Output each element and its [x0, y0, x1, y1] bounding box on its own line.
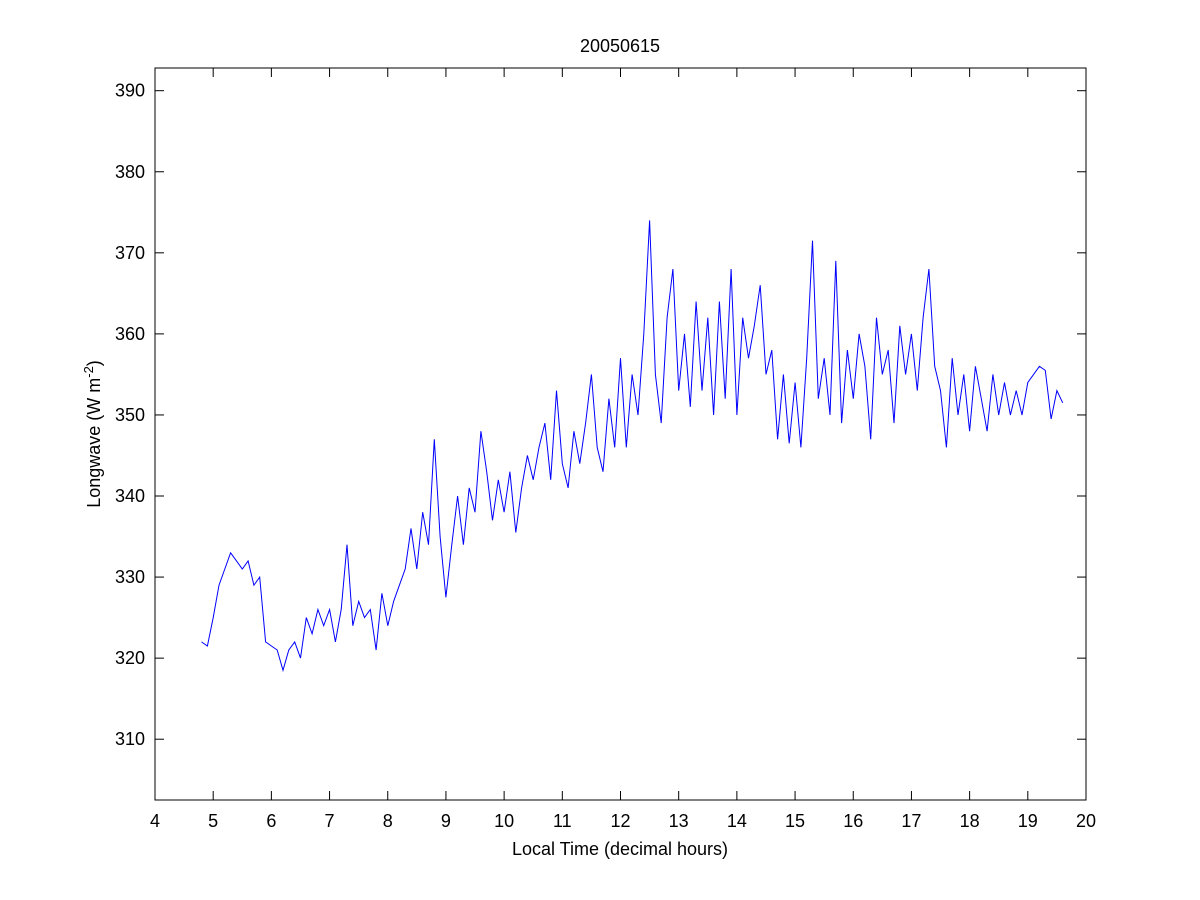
x-tick-label: 6 — [266, 811, 276, 831]
y-tick-label: 380 — [115, 162, 145, 182]
y-tick-label: 350 — [115, 405, 145, 425]
x-tick-label: 18 — [960, 811, 980, 831]
x-tick-label: 19 — [1018, 811, 1038, 831]
x-tick-label: 4 — [150, 811, 160, 831]
x-tick-label: 9 — [441, 811, 451, 831]
x-tick-label: 11 — [553, 811, 572, 831]
x-tick-label: 16 — [843, 811, 863, 831]
x-axis-label: Local Time (decimal hours) — [512, 839, 728, 859]
x-tick-label: 14 — [727, 811, 747, 831]
x-tick-label: 20 — [1076, 811, 1096, 831]
series-line-longwave — [201, 220, 1064, 673]
y-tick-label: 360 — [115, 324, 145, 344]
y-label-close: ) — [84, 360, 104, 366]
y-tick-label: 340 — [115, 486, 145, 506]
plot-area — [154, 67, 1087, 801]
x-ticks: 4 5 6 7 8 9 10 11 12 13 14 15 16 17 18 19 20 — [150, 68, 1096, 831]
y-tick-label: 390 — [115, 81, 145, 101]
y-tick-label: 370 — [115, 243, 145, 263]
y-tick-label: 330 — [115, 567, 145, 587]
y-axis-label: Longwave (W m-2) — [81, 360, 104, 508]
x-tick-label: 17 — [901, 811, 921, 831]
x-tick-label: 7 — [325, 811, 335, 831]
y-label-superscript: -2 — [81, 366, 96, 378]
x-tick-label: 15 — [785, 811, 805, 831]
chart-title: 20050615 — [580, 36, 660, 56]
y-label-main: Longwave (W m — [84, 378, 104, 508]
x-tick-label: 12 — [610, 811, 630, 831]
x-tick-label: 13 — [669, 811, 689, 831]
x-tick-label: 5 — [208, 811, 218, 831]
x-tick-label: 8 — [383, 811, 393, 831]
x-tick-label: 10 — [494, 811, 514, 831]
y-tick-label: 310 — [115, 729, 145, 749]
y-tick-label: 320 — [115, 648, 145, 668]
y-ticks: 310 320 330 340 350 360 370 380 390 — [115, 81, 1086, 749]
